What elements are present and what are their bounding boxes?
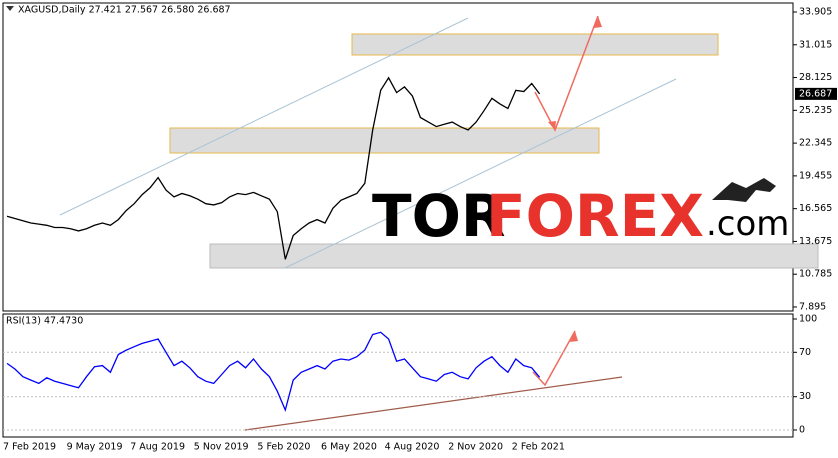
arrow-head <box>594 16 602 28</box>
x-tick-label: 7 Aug 2019 <box>130 442 185 453</box>
x-tick-label: 9 May 2019 <box>67 442 123 453</box>
y-tick-label: 31.015 <box>799 39 832 50</box>
x-tick-label: 2 Feb 2021 <box>512 442 565 453</box>
price-title: XAGUSD,Daily 27.421 27.567 26.580 26.687 <box>18 5 231 16</box>
x-tick-label: 6 May 2020 <box>321 442 377 453</box>
y-tick-label: 25.235 <box>799 105 832 116</box>
watermark-forex: FOREX <box>486 182 704 250</box>
rsi-forecast-arrow <box>532 330 576 387</box>
bull-logo <box>712 178 776 202</box>
y-tick-label: 28.125 <box>799 72 832 83</box>
x-tick-label: 4 Aug 2020 <box>385 442 440 453</box>
y-tick-label: 19.455 <box>799 170 832 181</box>
y-tick-label: 0 <box>799 425 805 436</box>
x-tick-label: 7 Feb 2019 <box>3 442 56 453</box>
forecast-arrow <box>534 15 599 132</box>
rsi-line <box>6 331 541 412</box>
watermark-com: .com <box>706 204 789 244</box>
arrow-head <box>548 121 556 130</box>
watermark-tor: TOR <box>372 182 506 250</box>
channel-line <box>59 17 469 216</box>
x-tick-label: 5 Feb 2020 <box>257 442 310 453</box>
price-panel <box>2 2 794 312</box>
y-tick-label: 100 <box>799 313 817 324</box>
y-tick-label: 33.905 <box>799 7 832 18</box>
y-tick-label: 22.345 <box>799 138 832 149</box>
x-tick-label: 2 Nov 2020 <box>448 442 503 453</box>
x-tick-label: 5 Nov 2019 <box>194 442 249 453</box>
y-tick-label: 70 <box>799 347 811 358</box>
low-zone <box>209 243 819 269</box>
arrow-head <box>570 331 578 342</box>
y-tick-label: 16.565 <box>799 203 832 214</box>
rsi-title: RSI(13) 47.4730 <box>6 316 83 327</box>
price-line <box>6 76 541 260</box>
y-tick-label: 30 <box>799 391 811 402</box>
title-icon <box>6 6 14 11</box>
rsi-panel <box>2 313 794 438</box>
resistance-zone <box>351 33 719 56</box>
support-zone <box>169 127 600 154</box>
last-price-label: 26.687 <box>799 88 832 99</box>
channel-line <box>284 78 677 269</box>
rsi-trendline <box>244 376 623 431</box>
last-price-box <box>795 87 837 100</box>
y-tick-label: 13.675 <box>799 236 832 247</box>
y-tick-label: 7.895 <box>799 301 826 312</box>
y-tick-label: 10.785 <box>799 269 832 280</box>
